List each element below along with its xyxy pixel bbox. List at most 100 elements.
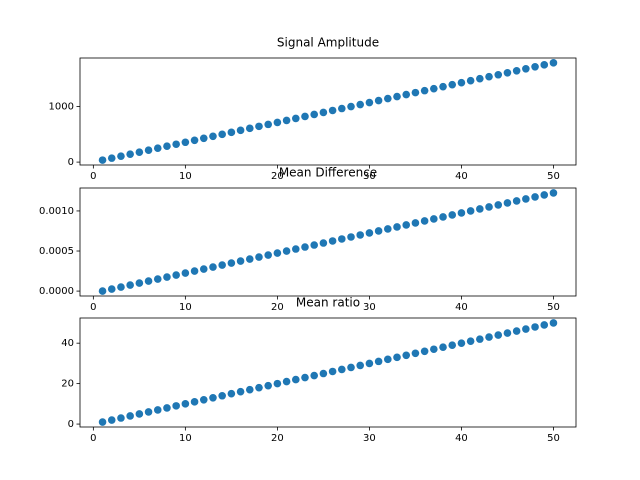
point xyxy=(439,213,447,221)
point xyxy=(153,275,162,283)
x-tick-label: 20 xyxy=(271,302,284,313)
point xyxy=(319,108,328,117)
point xyxy=(255,383,263,392)
point xyxy=(209,393,217,402)
point xyxy=(549,189,558,197)
point xyxy=(420,217,429,225)
point xyxy=(310,371,318,380)
point xyxy=(531,63,539,71)
point xyxy=(172,271,180,279)
point xyxy=(503,329,512,337)
point xyxy=(264,120,272,129)
y-tick-label: 0 xyxy=(68,419,74,430)
x-tick-label: 30 xyxy=(363,171,376,182)
point xyxy=(144,277,153,285)
point xyxy=(319,239,328,247)
point xyxy=(356,100,365,109)
axes-frame xyxy=(79,57,577,166)
point xyxy=(282,247,291,255)
axes-title: Mean Difference xyxy=(279,166,377,180)
point xyxy=(512,197,521,205)
point xyxy=(393,92,401,101)
point xyxy=(163,273,171,281)
y-tick-label: 1000 xyxy=(49,101,74,112)
point xyxy=(365,359,374,368)
point xyxy=(126,281,134,289)
point xyxy=(365,98,374,107)
point xyxy=(338,235,346,243)
y-tick-label: 0.0005 xyxy=(39,246,74,257)
point xyxy=(218,130,226,139)
point xyxy=(126,150,134,158)
point xyxy=(245,255,254,263)
point xyxy=(117,152,125,160)
point xyxy=(540,321,549,329)
point xyxy=(420,86,429,95)
point xyxy=(374,227,383,235)
y-tick-label: 0.0000 xyxy=(39,286,74,297)
axes-title: Mean ratio xyxy=(296,296,360,310)
point xyxy=(190,398,199,406)
point xyxy=(347,363,355,372)
point xyxy=(411,219,420,227)
point xyxy=(457,339,466,347)
point xyxy=(531,193,539,201)
point xyxy=(218,261,226,269)
point xyxy=(273,379,282,388)
point xyxy=(236,126,245,135)
point xyxy=(98,418,107,426)
point xyxy=(485,72,493,81)
point xyxy=(439,82,447,91)
point xyxy=(522,64,530,73)
point xyxy=(291,375,300,384)
point xyxy=(328,237,337,245)
point xyxy=(126,412,134,420)
point xyxy=(512,327,521,335)
point xyxy=(218,391,226,400)
point xyxy=(540,61,549,69)
point xyxy=(310,241,318,249)
point xyxy=(264,381,272,390)
point xyxy=(448,80,457,89)
point xyxy=(393,223,401,231)
x-tick-label: 30 xyxy=(363,433,376,444)
point xyxy=(476,335,484,343)
point xyxy=(430,215,438,223)
x-tick-label: 30 xyxy=(363,302,376,313)
point xyxy=(153,406,162,414)
point xyxy=(172,402,180,410)
point xyxy=(98,287,107,295)
point xyxy=(494,70,503,79)
point xyxy=(503,68,512,77)
x-tick-label: 10 xyxy=(179,302,192,313)
point xyxy=(365,229,374,237)
point xyxy=(393,353,401,362)
point xyxy=(236,257,245,265)
x-tick-label: 20 xyxy=(271,433,284,444)
point xyxy=(301,373,309,382)
x-tick-label: 50 xyxy=(547,302,560,313)
point xyxy=(227,128,236,137)
point xyxy=(301,243,309,251)
point xyxy=(402,90,411,99)
point xyxy=(282,377,291,386)
x-tick-label: 0 xyxy=(90,302,96,313)
point xyxy=(430,84,438,93)
point xyxy=(255,253,263,261)
point xyxy=(301,112,309,121)
point xyxy=(448,341,457,349)
point xyxy=(273,249,282,257)
point xyxy=(199,265,208,273)
point xyxy=(190,136,199,145)
point xyxy=(135,148,144,156)
x-tick-label: 40 xyxy=(455,302,468,313)
point xyxy=(338,104,346,113)
point xyxy=(402,221,411,229)
point xyxy=(549,59,558,67)
point xyxy=(356,361,365,370)
point xyxy=(291,245,300,253)
point xyxy=(245,385,254,394)
point xyxy=(356,231,365,239)
point xyxy=(310,110,318,119)
